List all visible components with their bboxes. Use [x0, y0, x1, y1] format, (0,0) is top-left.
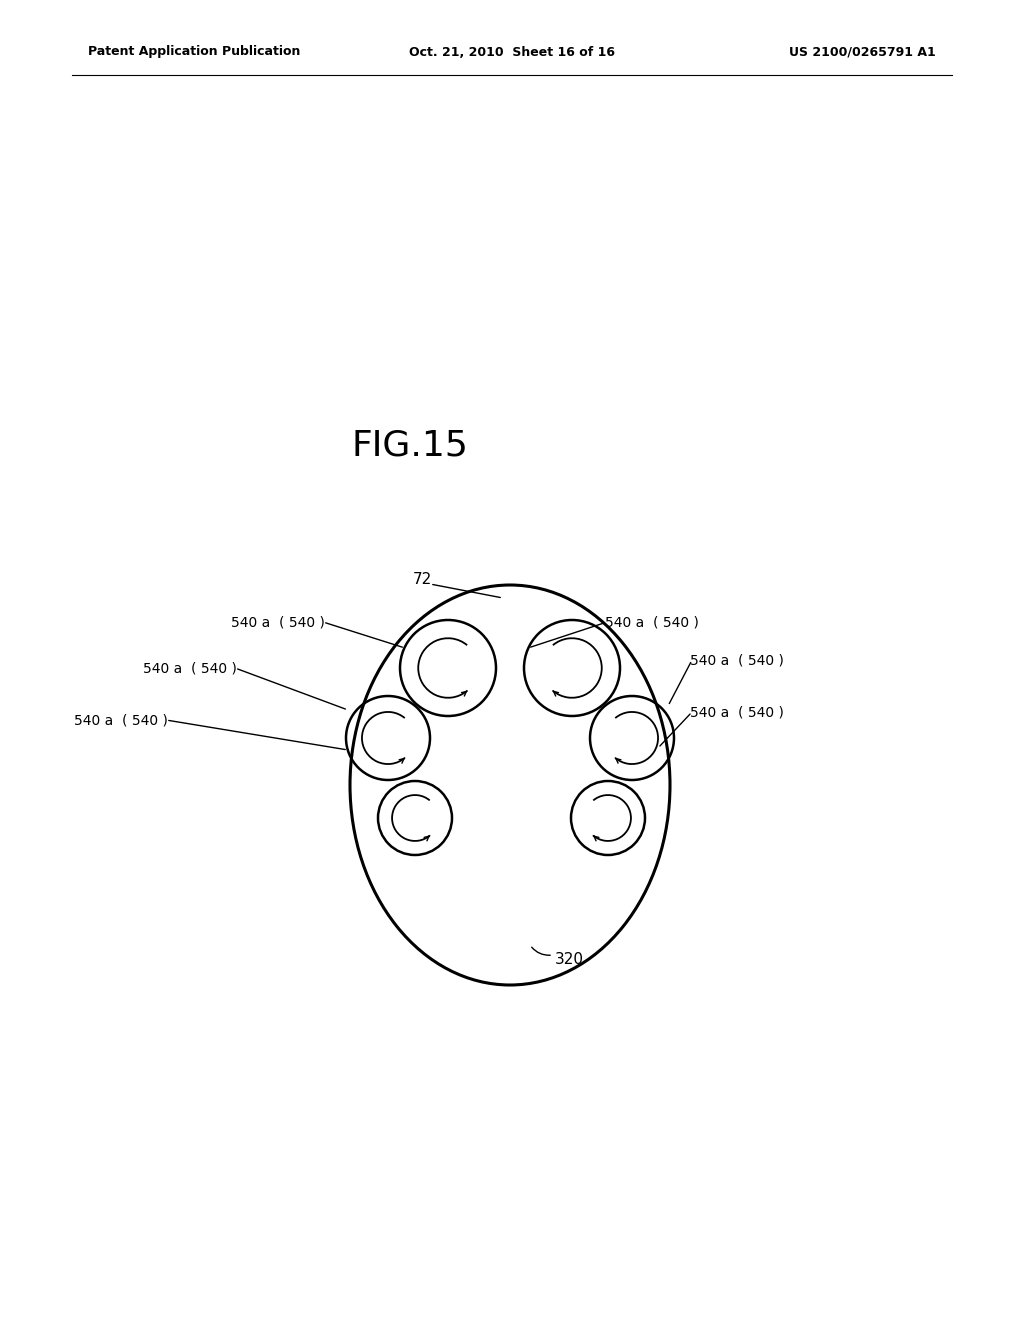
Text: 540 a  ( 540 ): 540 a ( 540 ) [690, 653, 784, 667]
Text: 540 a  ( 540 ): 540 a ( 540 ) [605, 615, 698, 630]
Text: 540 a  ( 540 ): 540 a ( 540 ) [690, 705, 784, 719]
Text: 540 a  ( 540 ): 540 a ( 540 ) [143, 661, 237, 675]
Text: US 2100/0265791 A1: US 2100/0265791 A1 [790, 45, 936, 58]
Text: 540 a  ( 540 ): 540 a ( 540 ) [231, 615, 325, 630]
Text: Patent Application Publication: Patent Application Publication [88, 45, 300, 58]
Text: 320: 320 [555, 953, 584, 968]
Text: Oct. 21, 2010  Sheet 16 of 16: Oct. 21, 2010 Sheet 16 of 16 [409, 45, 615, 58]
Text: 72: 72 [413, 573, 432, 587]
Text: 540 a  ( 540 ): 540 a ( 540 ) [74, 713, 168, 727]
Text: FIG.15: FIG.15 [351, 428, 468, 462]
